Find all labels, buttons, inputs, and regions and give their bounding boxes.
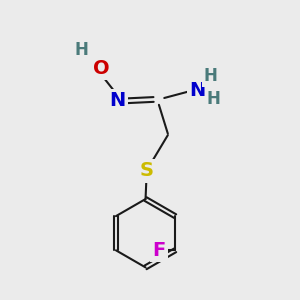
Text: H: H xyxy=(75,41,88,59)
Text: H: H xyxy=(207,91,221,109)
Text: N: N xyxy=(109,92,125,110)
Text: S: S xyxy=(140,161,154,180)
Text: H: H xyxy=(204,67,218,85)
Text: N: N xyxy=(189,81,206,100)
Text: O: O xyxy=(93,59,109,78)
Text: F: F xyxy=(152,241,165,260)
